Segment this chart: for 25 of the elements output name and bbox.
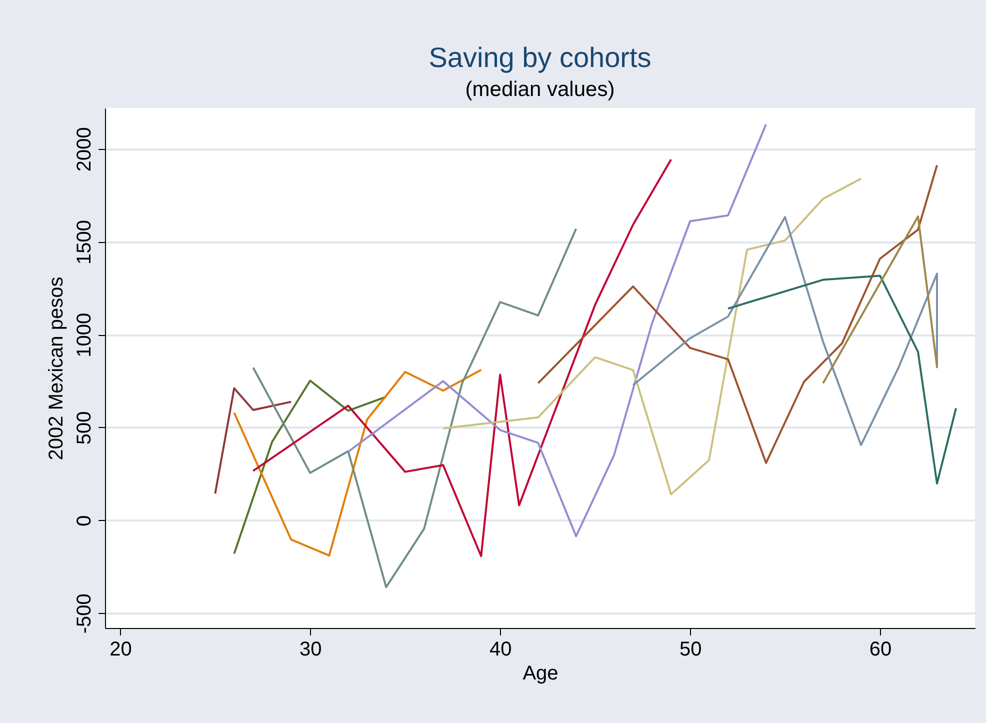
line-series: [233, 380, 388, 555]
x-axis-title: Age: [522, 662, 558, 684]
line-series: [214, 387, 292, 495]
y-tick-label: 2000: [74, 127, 96, 172]
line-series: [233, 368, 482, 557]
line-series: [347, 123, 768, 538]
x-tick-label: 20: [110, 638, 132, 660]
y-axis-title: 2002 Mexican pesos: [46, 276, 68, 460]
line-series: [727, 274, 958, 485]
x-tick-label: 50: [679, 638, 702, 660]
y-tick-label: 500: [74, 411, 96, 445]
y-tick-label: 1000: [74, 312, 96, 358]
line-series: [252, 158, 672, 558]
line-series: [252, 228, 578, 588]
x-tick-label: 40: [489, 638, 512, 660]
x-tick-label: 30: [300, 638, 322, 660]
chart-subtitle: (median values): [465, 78, 615, 101]
line-series: [537, 164, 938, 464]
y-tick-label: 0: [74, 515, 96, 526]
chart-title: Saving by cohorts: [428, 42, 652, 73]
line-series: [632, 216, 938, 446]
x-tick-label: 60: [869, 638, 892, 660]
y-tick-label: 1500: [74, 220, 96, 264]
y-tick-label: -500: [74, 594, 96, 634]
line-series: [442, 178, 862, 496]
